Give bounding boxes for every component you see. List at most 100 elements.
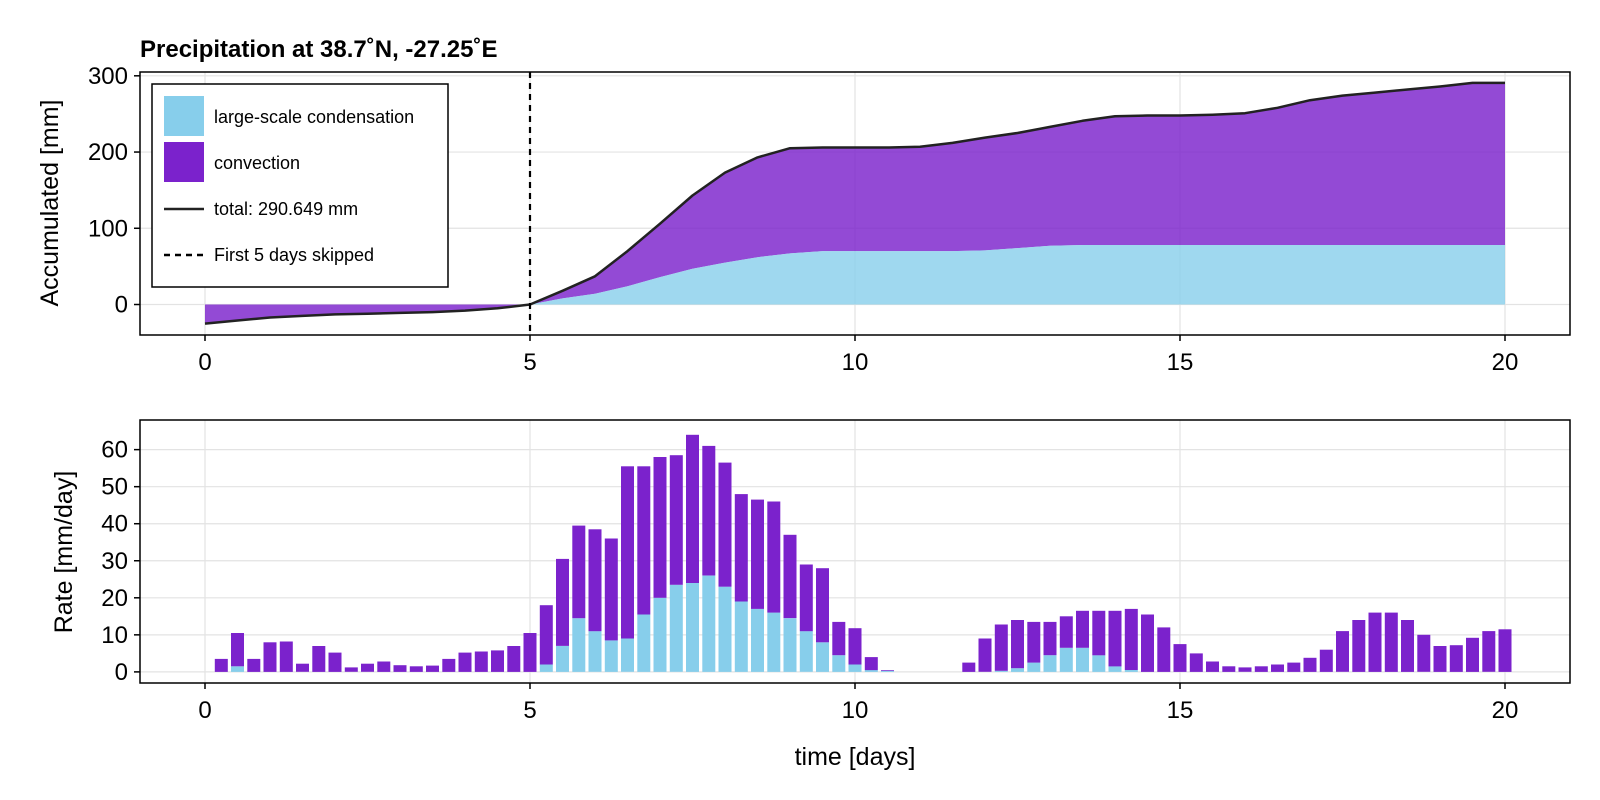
top-x-ticks: 0 5 10 15 20 — [198, 335, 1518, 376]
bar-convection — [1336, 631, 1349, 672]
bar-convection — [312, 646, 326, 672]
bar-convection — [1189, 653, 1203, 672]
bar-convection — [296, 663, 309, 672]
bar-convection — [1498, 629, 1512, 672]
bar-convection — [978, 638, 992, 672]
bar-convection — [263, 642, 277, 672]
bar-convection — [507, 646, 521, 672]
bar-convection — [247, 658, 261, 672]
bar-large-scale — [604, 640, 618, 672]
bar-convection — [1108, 610, 1122, 667]
bar-convection — [1011, 620, 1024, 669]
bar-convection — [669, 455, 683, 585]
bar-large-scale — [539, 664, 553, 672]
bottom-xtick-label: 5 — [523, 697, 536, 724]
bottom-ytick-label: 30 — [101, 548, 128, 575]
bar-convection — [361, 663, 374, 672]
bar-convection — [1433, 646, 1447, 672]
bar-large-scale — [1092, 655, 1106, 672]
bar-convection — [491, 650, 504, 672]
bar-large-scale — [767, 612, 781, 672]
bar-convection — [864, 657, 878, 671]
legend-label-convection: convection — [214, 153, 300, 173]
top-xtick-label: 10 — [842, 349, 869, 376]
bar-convection — [994, 624, 1008, 671]
rate-panel: 0 5 10 15 20 0 10 20 30 40 50 60 Rate [mm/day] tim… — [50, 419, 1571, 771]
bar-convection — [621, 466, 634, 639]
bar-large-scale — [231, 666, 244, 672]
bar-large-scale — [1043, 655, 1057, 672]
bar-convection — [1368, 612, 1382, 672]
bar-convection — [1141, 614, 1154, 672]
bar-convection — [1238, 667, 1252, 672]
bar-convection — [637, 466, 651, 615]
top-xtick-label: 15 — [1167, 349, 1194, 376]
bar-large-scale — [702, 575, 716, 672]
bottom-bar-series — [214, 434, 1512, 672]
bar-convection — [1319, 649, 1333, 672]
bar-convection — [686, 434, 699, 583]
bar-convection — [1417, 634, 1431, 672]
bar-convection — [1384, 612, 1398, 672]
bar-convection — [1092, 610, 1106, 656]
bar-convection — [231, 633, 244, 667]
legend-label-total: total: 290.649 mm — [214, 199, 358, 219]
bar-large-scale — [572, 618, 586, 672]
bar-convection — [1043, 621, 1057, 656]
bar-convection — [1352, 620, 1366, 672]
top-ytick-label: 300 — [88, 63, 128, 90]
bar-large-scale — [1076, 647, 1089, 672]
bar-convection — [572, 525, 586, 619]
bar-large-scale — [1124, 670, 1138, 672]
bar-convection — [604, 538, 618, 641]
bar-large-scale — [621, 638, 634, 672]
bar-convection — [1482, 631, 1496, 672]
bar-convection — [1401, 620, 1414, 672]
top-xtick-label: 5 — [523, 349, 536, 376]
convection-area — [205, 82, 1505, 324]
bar-convection — [718, 462, 732, 587]
bar-large-scale — [556, 646, 569, 672]
bar-convection — [377, 661, 391, 672]
bottom-xtick-label: 10 — [842, 697, 869, 724]
bottom-ytick-label: 0 — [115, 659, 128, 686]
bar-convection — [1059, 616, 1073, 648]
bar-large-scale — [1059, 647, 1073, 672]
total-line — [204, 81, 1505, 325]
chart-title: Precipitation at 38.7˚N, -27.25˚E — [140, 36, 497, 63]
bar-convection — [279, 641, 293, 672]
bar-convection — [1157, 627, 1171, 672]
bottom-y-ticks: 0 10 20 30 40 50 60 — [101, 437, 140, 686]
legend-label-skipped: First 5 days skipped — [214, 245, 374, 265]
bar-convection — [962, 662, 976, 672]
top-area-series — [204, 81, 1505, 325]
bar-large-scale — [994, 670, 1008, 672]
bar-convection — [799, 564, 813, 632]
bottom-xtick-label: 20 — [1492, 697, 1519, 724]
bar-convection — [1027, 621, 1041, 663]
bar-convection — [1124, 608, 1138, 670]
bar-large-scale — [816, 642, 829, 672]
bar-convection — [588, 529, 602, 632]
large-scale-area — [205, 245, 1505, 305]
bar-convection — [1466, 637, 1479, 672]
bar-convection — [1206, 661, 1219, 672]
bottom-x-ticks: 0 5 10 15 20 — [198, 683, 1518, 724]
top-y-ticks: 0 100 200 300 — [88, 63, 140, 319]
bar-convection — [881, 670, 894, 671]
bar-convection — [426, 665, 439, 672]
bottom-y-axis-label: Rate [mm/day] — [50, 471, 78, 634]
bar-convection — [523, 633, 537, 672]
top-xtick-label: 0 — [198, 349, 211, 376]
bar-convection — [832, 621, 846, 656]
bar-convection — [816, 568, 829, 643]
bar-convection — [653, 457, 667, 598]
bottom-ytick-label: 10 — [101, 622, 128, 649]
bar-convection — [1254, 666, 1268, 672]
bottom-xtick-label: 0 — [198, 697, 211, 724]
bar-convection — [702, 445, 716, 576]
bar-convection — [539, 605, 553, 665]
bar-large-scale — [653, 597, 667, 672]
bar-convection — [1173, 644, 1187, 672]
